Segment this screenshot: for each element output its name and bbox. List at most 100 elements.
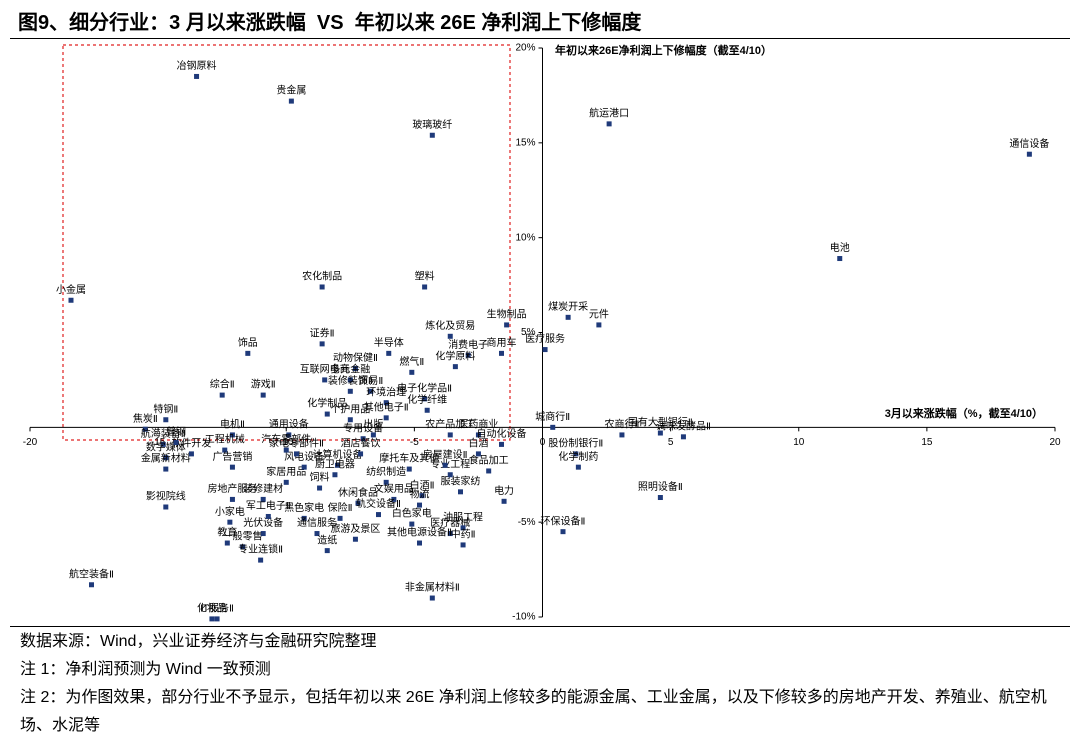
point-label: 电池 bbox=[830, 241, 850, 254]
point-label: 医疗器械 bbox=[430, 516, 470, 529]
point bbox=[383, 415, 389, 421]
point bbox=[173, 440, 179, 446]
point-label: 游戏Ⅱ bbox=[251, 378, 276, 391]
point-label: 燃气Ⅱ bbox=[399, 355, 424, 368]
point bbox=[575, 464, 581, 470]
point bbox=[565, 314, 571, 320]
point-label: 厨卫电器 bbox=[315, 457, 355, 470]
x-tick-label: 10 bbox=[793, 437, 805, 448]
point bbox=[619, 432, 625, 438]
point-label: 装修建材 bbox=[243, 482, 283, 495]
point-label: 中药Ⅱ bbox=[451, 528, 476, 541]
point-label: IT服务Ⅱ bbox=[200, 602, 234, 615]
point bbox=[347, 417, 353, 423]
point-label: 贸易Ⅱ bbox=[358, 375, 383, 387]
point bbox=[383, 400, 389, 406]
point bbox=[406, 466, 412, 472]
x-axis-title: 3月以来涨跌幅（%，截至4/10） bbox=[885, 406, 1043, 420]
point bbox=[429, 595, 435, 601]
point bbox=[409, 369, 415, 375]
point-label: 白色家电 bbox=[392, 507, 432, 520]
point bbox=[417, 540, 422, 546]
point-label: 饲料 bbox=[310, 471, 330, 484]
point-label: 服装家纺 bbox=[441, 474, 481, 487]
point-label: 专业连锁Ⅱ bbox=[238, 543, 283, 556]
point bbox=[447, 333, 453, 339]
point bbox=[324, 411, 330, 417]
point bbox=[227, 519, 233, 525]
point bbox=[324, 548, 330, 554]
point bbox=[294, 451, 299, 457]
point-label: 汽车零部件 bbox=[261, 433, 311, 446]
point bbox=[419, 493, 425, 499]
point bbox=[429, 132, 435, 138]
point bbox=[68, 297, 74, 303]
point bbox=[447, 472, 453, 478]
point-label: 电力 bbox=[494, 484, 514, 497]
point-label: 化学制药 bbox=[558, 450, 598, 463]
point bbox=[355, 500, 361, 506]
point-label: 个护用品 bbox=[330, 402, 370, 415]
point bbox=[837, 256, 843, 262]
point-label: 黑色家电 bbox=[284, 501, 324, 514]
point bbox=[245, 350, 251, 356]
point-label: 国有大型银行Ⅱ bbox=[628, 416, 693, 429]
point-label: 化学纤维 bbox=[407, 393, 447, 406]
point-label: 证券Ⅱ bbox=[310, 327, 335, 340]
point bbox=[542, 347, 548, 353]
point bbox=[657, 495, 663, 501]
x-tick-label: 0 bbox=[540, 437, 546, 448]
point-label: 旅游及景区 bbox=[330, 522, 380, 535]
point-label: 软件开发 bbox=[171, 437, 211, 450]
point bbox=[424, 407, 430, 413]
point-label: 元件 bbox=[589, 309, 609, 321]
point-label: 酒店餐饮 bbox=[341, 437, 381, 450]
point-label: 消费电子 bbox=[448, 338, 488, 351]
point bbox=[222, 447, 228, 453]
x-tick-label: 5 bbox=[668, 437, 674, 448]
point-label: 化学原料 bbox=[435, 349, 475, 362]
point-label: 多元金融 bbox=[330, 363, 370, 376]
point bbox=[486, 468, 492, 474]
point bbox=[229, 496, 235, 502]
point bbox=[422, 284, 428, 290]
point bbox=[386, 350, 392, 356]
point bbox=[314, 531, 320, 537]
point-label: 军工电子Ⅱ bbox=[246, 499, 291, 512]
point-label: 医疗服务 bbox=[525, 332, 565, 345]
point-label: 小家电 bbox=[215, 505, 245, 518]
point bbox=[352, 536, 358, 542]
point-label: 光伏设备 bbox=[243, 516, 283, 529]
point bbox=[347, 388, 353, 394]
point-label: 照明设备Ⅱ bbox=[638, 480, 683, 493]
point bbox=[1026, 151, 1032, 157]
point bbox=[347, 377, 353, 383]
point-label: 文娱用品 bbox=[374, 482, 414, 495]
point bbox=[288, 98, 294, 104]
y-tick-label: 10% bbox=[515, 232, 535, 243]
point-label: 专用设备 bbox=[343, 421, 383, 434]
point-label: 化妆品 bbox=[197, 602, 227, 615]
point bbox=[596, 322, 602, 328]
point bbox=[460, 525, 466, 531]
point-label: 专业工程 bbox=[430, 457, 470, 470]
point-label: 白酒Ⅱ bbox=[410, 478, 435, 491]
point bbox=[260, 496, 266, 502]
point bbox=[499, 441, 504, 447]
point bbox=[458, 489, 463, 495]
point-label: 调味发酵品Ⅱ bbox=[656, 419, 711, 432]
rule bbox=[10, 38, 1070, 39]
point-label: 房地产服务 bbox=[207, 482, 257, 495]
point bbox=[286, 432, 292, 438]
note: 注 1：净利润预测为 Wind 一致预测 bbox=[20, 661, 271, 678]
point bbox=[260, 392, 266, 398]
rule bbox=[10, 626, 1070, 627]
y-tick-label: 15% bbox=[515, 137, 535, 148]
point-label: 房屋建设Ⅱ bbox=[423, 448, 468, 461]
point bbox=[560, 529, 566, 535]
x-tick-label: -15 bbox=[151, 437, 166, 448]
point-label: 食品加工 bbox=[469, 454, 509, 467]
x-tick-label: 15 bbox=[921, 437, 933, 448]
point bbox=[301, 515, 307, 521]
